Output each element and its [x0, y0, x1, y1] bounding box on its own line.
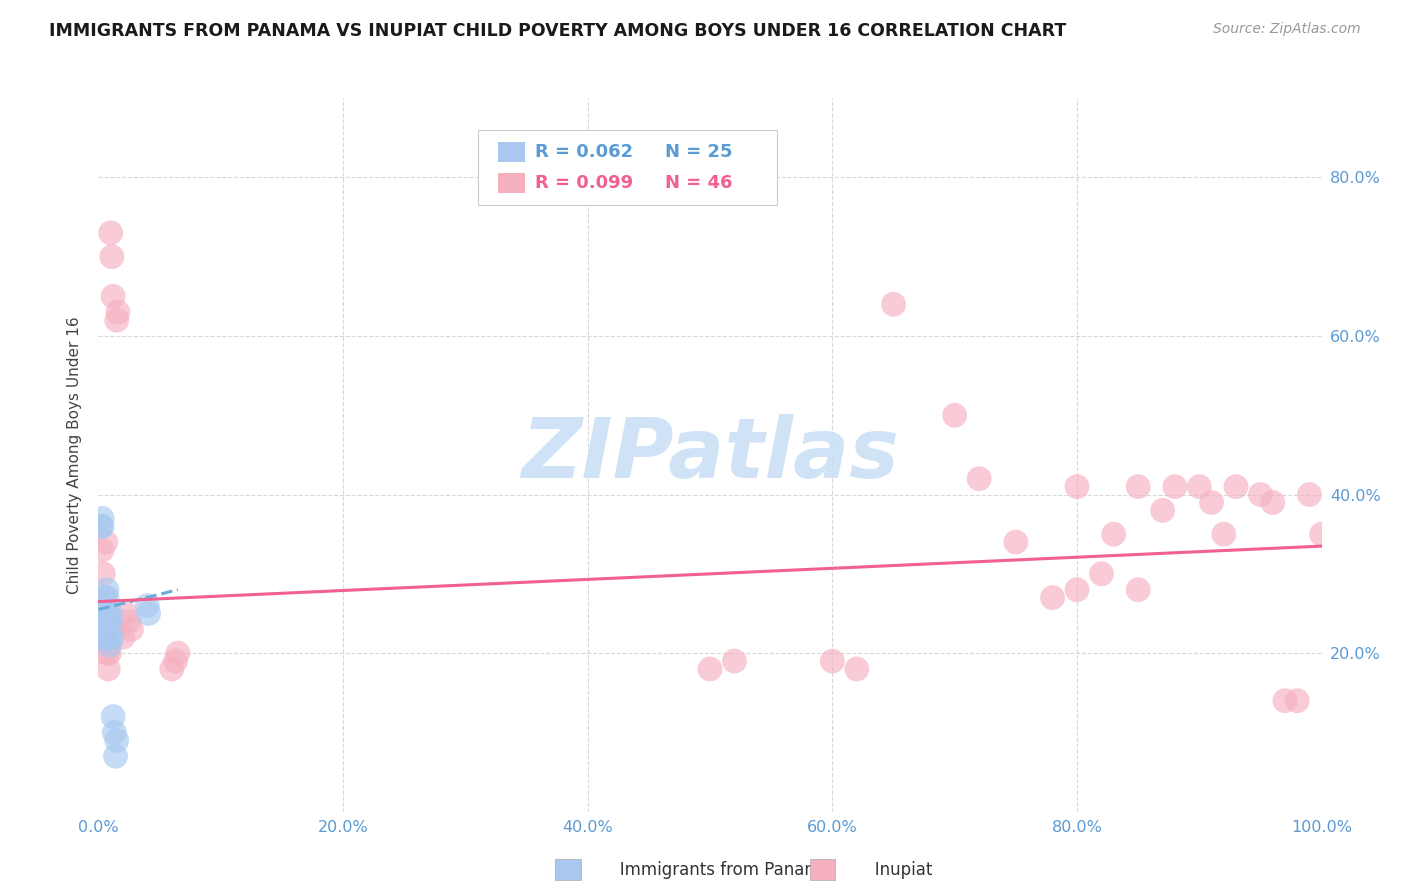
Point — [93, 591, 115, 605]
Point — [1249, 487, 1271, 501]
Point — [94, 535, 117, 549]
Point — [105, 733, 128, 747]
Text: R = 0.062: R = 0.062 — [536, 144, 633, 161]
Point — [821, 654, 844, 668]
Point — [1004, 535, 1026, 549]
Y-axis label: Child Poverty Among Boys Under 16: Child Poverty Among Boys Under 16 — [67, 316, 83, 594]
Point — [1066, 582, 1088, 597]
Point — [1152, 503, 1174, 517]
Point — [100, 226, 122, 240]
Point — [96, 582, 118, 597]
Point — [111, 630, 134, 644]
Point — [1164, 480, 1187, 494]
Point — [165, 654, 187, 668]
Point — [91, 623, 114, 637]
Point — [1298, 487, 1320, 501]
Text: N = 25: N = 25 — [665, 144, 733, 161]
Point — [160, 662, 183, 676]
Point — [90, 519, 112, 533]
Point — [943, 409, 966, 423]
Point — [105, 313, 128, 327]
Point — [100, 607, 122, 621]
Text: N = 46: N = 46 — [665, 174, 733, 192]
Point — [101, 709, 124, 723]
Point — [94, 615, 117, 629]
FancyBboxPatch shape — [478, 130, 778, 205]
Point — [103, 725, 125, 739]
Point — [101, 250, 124, 264]
Point — [97, 607, 120, 621]
Point — [98, 630, 121, 644]
Point — [1090, 566, 1112, 581]
Point — [845, 662, 868, 676]
Point — [93, 630, 115, 644]
Point — [96, 591, 118, 605]
FancyBboxPatch shape — [498, 143, 526, 162]
Text: Immigrants from Panama: Immigrants from Panama — [583, 861, 831, 879]
Point — [120, 623, 142, 637]
Point — [97, 662, 120, 676]
Text: Source: ZipAtlas.com: Source: ZipAtlas.com — [1213, 22, 1361, 37]
Text: R = 0.099: R = 0.099 — [536, 174, 633, 192]
Point — [118, 615, 141, 629]
Point — [167, 646, 190, 660]
Point — [101, 289, 124, 303]
Point — [1310, 527, 1333, 541]
Text: Inupiat: Inupiat — [838, 861, 932, 879]
Point — [107, 305, 129, 319]
Point — [104, 749, 127, 764]
Text: IMMIGRANTS FROM PANAMA VS INUPIAT CHILD POVERTY AMONG BOYS UNDER 16 CORRELATION : IMMIGRANTS FROM PANAMA VS INUPIAT CHILD … — [49, 22, 1067, 40]
Point — [91, 566, 114, 581]
Point — [93, 630, 115, 644]
Text: ZIPatlas: ZIPatlas — [522, 415, 898, 495]
Point — [1286, 694, 1309, 708]
Point — [114, 607, 136, 621]
Point — [100, 615, 122, 629]
Point — [1261, 495, 1284, 509]
Point — [1201, 495, 1223, 509]
Point — [1212, 527, 1234, 541]
Point — [883, 297, 905, 311]
Point — [1225, 480, 1247, 494]
Point — [136, 599, 159, 613]
FancyBboxPatch shape — [498, 173, 526, 193]
Point — [1274, 694, 1296, 708]
Point — [98, 638, 121, 652]
Point — [98, 646, 121, 660]
Point — [91, 615, 114, 629]
Point — [1102, 527, 1125, 541]
Point — [1042, 591, 1064, 605]
Point — [138, 607, 160, 621]
Point — [101, 630, 124, 644]
Point — [699, 662, 721, 676]
Point — [91, 511, 114, 525]
Point — [91, 519, 114, 533]
Point — [723, 654, 745, 668]
Point — [1128, 582, 1150, 597]
Point — [94, 630, 117, 644]
Point — [93, 607, 115, 621]
Point — [97, 615, 120, 629]
Point — [91, 543, 114, 558]
Point — [96, 646, 118, 660]
Point — [1128, 480, 1150, 494]
Point — [1188, 480, 1211, 494]
Point — [1066, 480, 1088, 494]
Point — [967, 472, 990, 486]
